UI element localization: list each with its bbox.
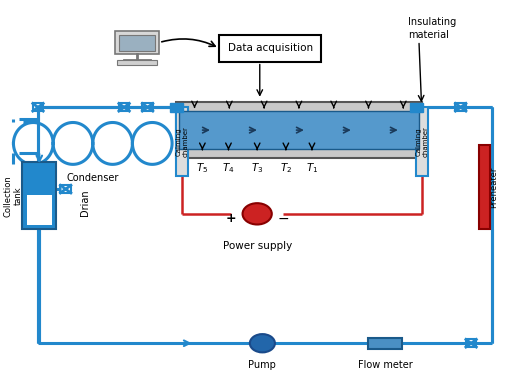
Text: Condenser: Condenser (67, 173, 119, 183)
Text: Collection
tank: Collection tank (3, 175, 23, 217)
Bar (179, 111, 419, 149)
Text: Calming
chamber: Calming chamber (416, 126, 429, 157)
Text: +: + (226, 212, 236, 225)
Bar (27, 195, 52, 225)
Bar (410, 103, 422, 112)
Bar (60, 185, 71, 193)
Circle shape (243, 203, 272, 225)
Bar (417, 107, 428, 176)
Bar (23, 162, 56, 229)
Text: Pump: Pump (248, 360, 276, 370)
Bar (119, 104, 129, 111)
Text: −: − (277, 211, 289, 225)
Text: Preheater: Preheater (489, 167, 498, 208)
Text: $T_3$: $T_3$ (251, 161, 264, 175)
Bar (368, 338, 402, 348)
Bar (479, 145, 490, 229)
Bar (170, 103, 182, 112)
Bar (119, 35, 155, 51)
Text: $T_4$: $T_4$ (222, 161, 235, 175)
Bar (220, 35, 321, 62)
Text: Calming
chamber: Calming chamber (176, 126, 189, 157)
Text: Data acquisition: Data acquisition (227, 43, 313, 53)
Text: $T_2$: $T_2$ (280, 161, 292, 175)
Bar (115, 31, 159, 54)
Bar (176, 107, 188, 176)
Text: Flow meter: Flow meter (358, 360, 412, 370)
Circle shape (250, 334, 275, 352)
Bar (117, 60, 157, 65)
Bar (176, 102, 421, 158)
Bar (33, 104, 43, 111)
Text: $T_5$: $T_5$ (196, 161, 209, 175)
Bar (466, 340, 476, 347)
Bar (143, 104, 153, 111)
Text: material: material (409, 30, 450, 40)
Text: $T_1$: $T_1$ (306, 161, 318, 175)
Text: Power supply: Power supply (223, 241, 292, 251)
Text: Insulating: Insulating (409, 17, 457, 27)
Text: Drian: Drian (80, 189, 90, 216)
Bar (455, 104, 466, 111)
